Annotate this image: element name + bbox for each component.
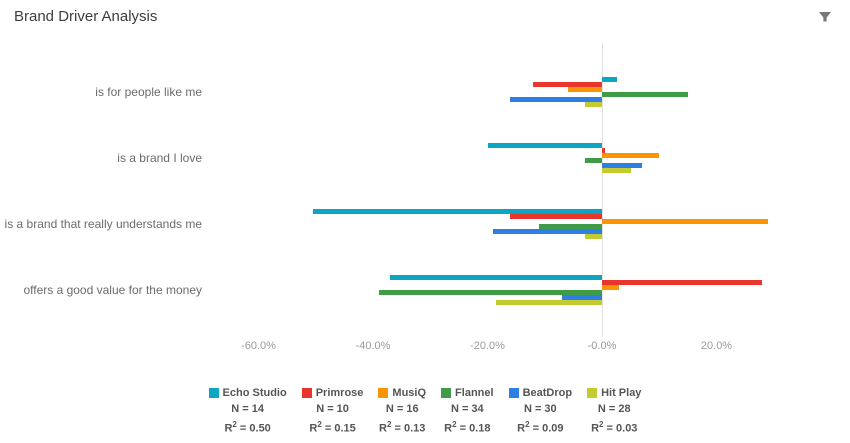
legend-series-name: BeatDrop bbox=[522, 387, 573, 399]
widget-header: Brand Driver Analysis bbox=[0, 0, 850, 34]
category-label: is a brand that really understands me bbox=[4, 217, 202, 231]
bar-musiq[interactable] bbox=[602, 153, 660, 158]
legend-r-squared: R2 = 0.03 bbox=[591, 420, 638, 435]
bar-flannel[interactable] bbox=[378, 290, 602, 295]
legend-swatch-icon bbox=[301, 388, 312, 398]
bar-echo-studio[interactable] bbox=[602, 77, 617, 82]
bar-hit-play[interactable] bbox=[584, 234, 602, 239]
chart-legend: Echo Studio N = 14 R2 = 0.50 Primrose N = 10… bbox=[0, 385, 850, 437]
legend-sample-size: N = 14 bbox=[231, 403, 264, 415]
legend-sample-size: N = 28 bbox=[597, 403, 631, 415]
legend-sample-size: N = 16 bbox=[385, 403, 419, 415]
filter-icon[interactable] bbox=[816, 8, 834, 26]
legend-series-name: Flannel bbox=[455, 387, 494, 399]
bar-beatdrop[interactable] bbox=[561, 295, 602, 300]
legend-sample-size: N = 10 bbox=[316, 403, 349, 415]
category-label: is a brand I love bbox=[117, 151, 202, 165]
bar-hit-play[interactable] bbox=[496, 300, 602, 305]
x-axis-tick: 20.0% bbox=[700, 340, 733, 352]
bar-musiq[interactable] bbox=[567, 87, 602, 92]
x-axis-tick: -0.0% bbox=[587, 340, 617, 352]
bar-flannel[interactable] bbox=[584, 158, 602, 163]
bar-echo-studio[interactable] bbox=[487, 143, 602, 148]
legend-item-musiq[interactable]: MusiQ N = 16 R2 = 0.13 bbox=[378, 385, 426, 437]
legend-series-name: Hit Play bbox=[601, 387, 642, 399]
legend-item-primrose[interactable]: Primrose N = 10 R2 = 0.15 bbox=[301, 385, 364, 437]
zero-gridline bbox=[602, 43, 603, 337]
x-axis-tick: -40.0% bbox=[355, 340, 391, 352]
bar-hit-play[interactable] bbox=[584, 102, 602, 107]
legend-r-squared: R2 = 0.50 bbox=[224, 420, 271, 435]
bar-primrose[interactable] bbox=[602, 280, 763, 285]
bar-beatdrop[interactable] bbox=[602, 163, 643, 168]
legend-swatch-icon bbox=[378, 388, 389, 398]
bar-echo-studio[interactable] bbox=[312, 209, 602, 214]
legend-item-echo-studio[interactable]: Echo Studio N = 14 R2 = 0.50 bbox=[208, 385, 287, 437]
legend-swatch-icon bbox=[441, 388, 452, 398]
legend-item-flannel[interactable]: Flannel N = 34 R2 = 0.18 bbox=[441, 385, 494, 437]
page-title: Brand Driver Analysis bbox=[14, 8, 158, 25]
category-label: offers a good value for the money bbox=[23, 283, 202, 297]
legend-sample-size: N = 34 bbox=[450, 403, 484, 415]
bar-beatdrop[interactable] bbox=[493, 229, 602, 234]
bar-primrose[interactable] bbox=[533, 82, 602, 87]
legend-sample-size: N = 30 bbox=[523, 403, 557, 415]
bar-primrose[interactable] bbox=[510, 214, 602, 219]
legend-r-squared: R2 = 0.09 bbox=[517, 420, 564, 435]
legend-series-name: Primrose bbox=[315, 387, 364, 399]
bar-echo-studio[interactable] bbox=[390, 275, 602, 280]
bar-beatdrop[interactable] bbox=[510, 97, 602, 102]
bar-musiq[interactable] bbox=[602, 219, 769, 224]
bar-musiq[interactable] bbox=[602, 285, 620, 290]
brand-driver-bar-chart: is for people like me is a brand I love is… bbox=[4, 43, 769, 352]
legend-r-squared: R2 = 0.18 bbox=[444, 420, 491, 435]
legend-series-name: Echo Studio bbox=[222, 387, 287, 399]
legend-r-squared: R2 = 0.15 bbox=[309, 420, 356, 435]
bar-flannel[interactable] bbox=[602, 92, 688, 97]
legend-swatch-icon bbox=[208, 388, 219, 398]
legend-swatch-icon bbox=[587, 388, 598, 398]
bar-flannel[interactable] bbox=[539, 224, 602, 229]
category-label: is for people like me bbox=[95, 85, 202, 99]
legend-item-hit-play[interactable]: Hit Play N = 28 R2 = 0.03 bbox=[587, 385, 641, 437]
legend-series-name: MusiQ bbox=[392, 387, 427, 399]
x-axis-tick: -60.0% bbox=[241, 340, 276, 352]
bar-primrose[interactable] bbox=[602, 148, 605, 153]
legend-swatch-icon bbox=[508, 388, 519, 398]
legend-r-squared: R2 = 0.13 bbox=[379, 420, 426, 435]
x-axis-tick: -20.0% bbox=[470, 340, 505, 352]
legend-item-beatdrop[interactable]: BeatDrop N = 30 R2 = 0.09 bbox=[508, 385, 573, 437]
bar-hit-play[interactable] bbox=[602, 168, 631, 173]
